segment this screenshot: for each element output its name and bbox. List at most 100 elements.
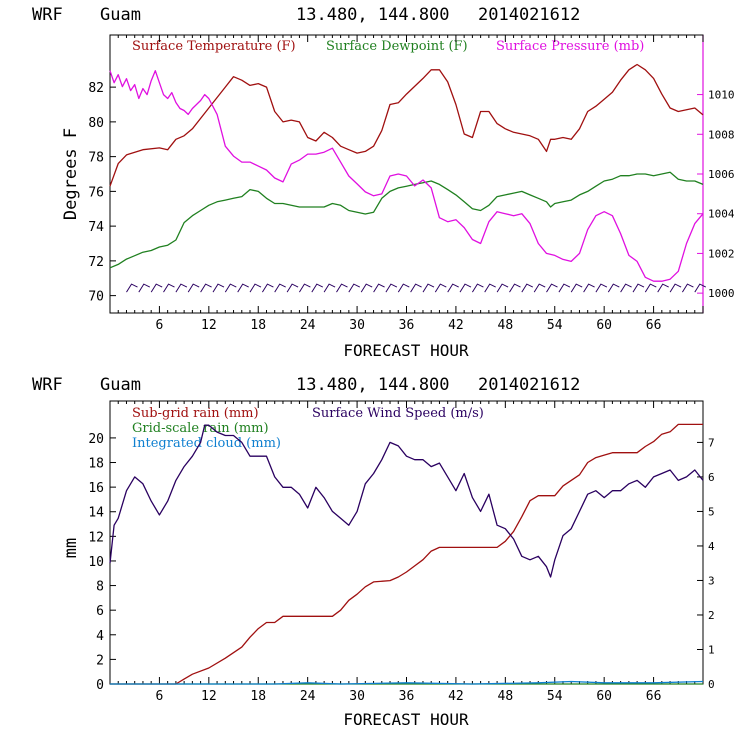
y-tick-label: 18 — [88, 457, 104, 472]
wind-barb — [175, 283, 188, 293]
y2-tick-label: 6 — [708, 471, 715, 484]
bottom-location: Guam — [100, 375, 141, 395]
wind-barb — [533, 283, 546, 293]
wind-barb — [274, 283, 286, 293]
legend-temperature: Surface Temperature (F) — [132, 39, 296, 54]
x-tick-label: 42 — [448, 318, 464, 333]
y2-tick-label: 1004 — [708, 208, 735, 221]
wind-barb — [261, 283, 274, 293]
y-tick-label: 82 — [88, 81, 104, 96]
y-tick-label: 10 — [88, 555, 104, 570]
wind-barb — [669, 283, 682, 293]
wind-barb — [336, 283, 348, 293]
wind-barb — [620, 283, 632, 293]
series-line — [109, 63, 704, 187]
bottom-x-axis-label: FORECAST HOUR — [343, 710, 469, 729]
bottom-coords: 13.480, 144.800 — [296, 375, 450, 395]
legend-gridscale-rain: Grid-scale rain (mm) — [132, 421, 269, 436]
wind-barb — [521, 283, 534, 293]
wind-barb — [657, 283, 669, 293]
top-coords: 13.480, 144.800 — [296, 5, 450, 25]
wind-barb — [187, 283, 200, 293]
wind-barb — [323, 283, 336, 293]
x-tick-label: 36 — [399, 689, 415, 704]
y2-tick-label: 3 — [708, 574, 715, 587]
wind-barb — [632, 283, 645, 293]
wind-barb — [434, 283, 447, 293]
wind-barb — [397, 283, 410, 293]
bottom-ticks: 6 12 18 24 30 36 42 48 54 60 660246810121416182001… — [88, 401, 715, 704]
y2-tick-label: 4 — [708, 540, 715, 553]
wind-barb — [286, 283, 299, 293]
wind-barb — [570, 283, 583, 293]
wind-barb — [459, 283, 472, 293]
x-tick-label: 60 — [596, 318, 612, 333]
x-tick-label: 66 — [646, 689, 662, 704]
wind-barb — [447, 283, 459, 293]
y-tick-label: 76 — [88, 185, 104, 200]
y2-tick-label: 1002 — [708, 247, 735, 260]
top-y-axis-label: Degrees F — [61, 128, 81, 220]
y-tick-label: 70 — [88, 290, 104, 305]
y2-tick-label: 1010 — [708, 89, 735, 102]
x-tick-label: 36 — [399, 318, 415, 333]
top-series — [109, 63, 704, 282]
wind-barb — [546, 283, 558, 293]
x-tick-label: 48 — [498, 689, 514, 704]
wind-barb — [422, 283, 435, 293]
top-model: WRF — [32, 5, 63, 25]
legend-integrated-cloud: Integrated cloud (mm) — [132, 436, 281, 451]
x-tick-label: 54 — [547, 689, 563, 704]
top-location: Guam — [100, 5, 141, 25]
y-tick-label: 74 — [88, 220, 104, 235]
x-tick-label: 30 — [349, 689, 365, 704]
legend-subgrid-rain: Sub-grid rain (mm) — [132, 406, 259, 421]
y-tick-label: 72 — [88, 255, 104, 270]
legend-pressure: Surface Pressure (mb) — [496, 39, 644, 54]
wind-barb — [126, 283, 138, 293]
top-plot-frame — [109, 34, 704, 314]
bottom-init: 2014021612 — [478, 375, 580, 395]
wind-barb — [385, 283, 398, 293]
wind-barb — [583, 283, 595, 293]
wind-barb — [410, 283, 422, 293]
x-tick-label: 12 — [201, 318, 217, 333]
top-init: 2014021612 — [478, 5, 580, 25]
y-tick-label: 16 — [88, 481, 104, 496]
top-header: WRF Guam 13.480, 144.800 2014021612 — [32, 5, 580, 25]
y2-tick-label: 0 — [708, 678, 715, 691]
wind-barb — [595, 283, 608, 293]
wind-barb — [249, 283, 262, 293]
y-tick-label: 2 — [96, 653, 104, 668]
y-tick-label: 20 — [88, 432, 104, 447]
wind-barb — [471, 283, 484, 293]
wind-barb — [484, 283, 496, 293]
top-x-axis-label: FORECAST HOUR — [343, 341, 469, 360]
series-line — [109, 424, 704, 578]
y-tick-label: 78 — [88, 151, 104, 166]
precip-panel: Sub-grid rain (mm) Surface Wind Speed (m… — [61, 400, 715, 729]
wind-barb — [298, 283, 311, 293]
y-tick-label: 8 — [96, 580, 104, 595]
bottom-header: WRF Guam 13.480, 144.800 2014021612 — [32, 375, 580, 395]
x-tick-label: 24 — [300, 318, 316, 333]
bottom-model: WRF — [32, 375, 63, 395]
legend-dewpoint: Surface Dewpoint (F) — [326, 39, 468, 54]
y2-tick-label: 5 — [708, 505, 715, 518]
y2-tick-label: 1000 — [708, 287, 735, 300]
wind-barb — [224, 283, 237, 293]
wind-barb — [311, 283, 324, 293]
wind-barb — [644, 283, 657, 293]
x-tick-label: 18 — [250, 689, 266, 704]
series-line — [109, 171, 704, 269]
x-tick-label: 6 — [156, 318, 164, 333]
wind-barb — [373, 283, 385, 293]
bottom-y-axis-label: mm — [61, 538, 81, 558]
y2-tick-label: 1006 — [708, 168, 735, 181]
y2-tick-label: 7 — [708, 436, 715, 449]
wind-barb — [237, 283, 249, 293]
x-tick-label: 48 — [498, 318, 514, 333]
x-tick-label: 66 — [646, 318, 662, 333]
x-tick-label: 24 — [300, 689, 316, 704]
wind-barb — [496, 283, 509, 293]
